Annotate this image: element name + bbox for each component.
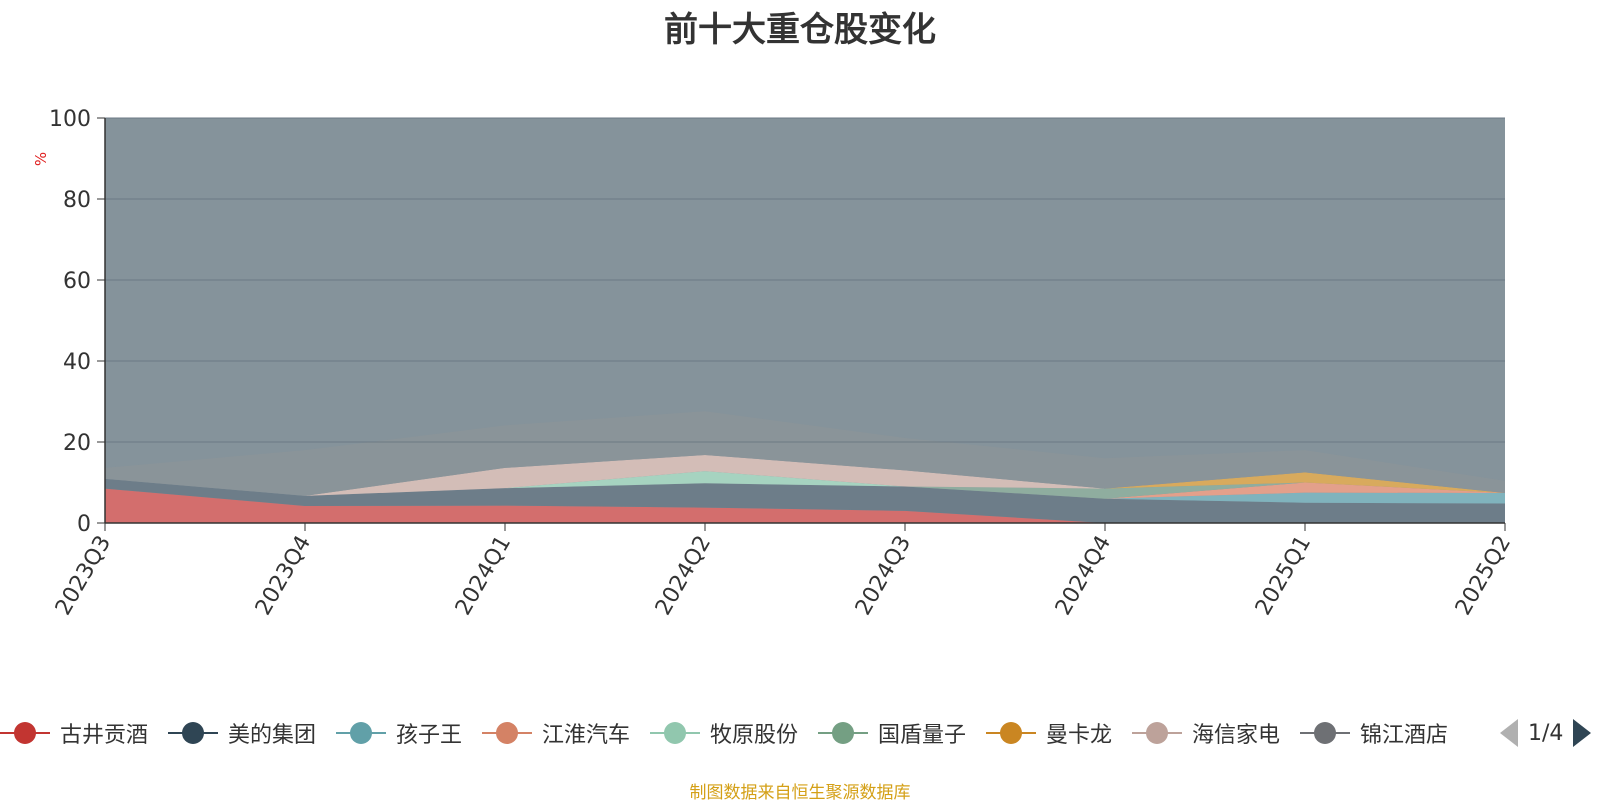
area-series-5 [105,471,1505,499]
x-tick-label: 2024Q1 [451,532,516,620]
area-series-1 [105,478,1505,523]
y-tick-label: 0 [77,512,91,537]
area-series-4 [105,471,1505,499]
legend-marker-icon [336,716,386,750]
x-tick-label: 2024Q2 [651,532,716,620]
x-tick-label: 2023Q3 [51,532,116,620]
legend-page-indicator: 1/4 [1528,720,1564,746]
legend-marker-icon [650,716,700,750]
area-series-2 [105,478,1505,504]
legend-marker-icon [168,716,218,750]
legend-item[interactable]: 海信家电 [1132,716,1280,750]
legend: 古井贡酒 美的集团 孩子王 江淮汽车 牧原股份 国盾量子 曼卡龙 海信家电 锦江酒店 [0,716,1600,750]
chart-title: 前十大重仓股变化 [664,10,936,50]
x-tick-label: 2023Q4 [251,532,316,620]
y-tick-label: 100 [49,107,91,132]
y-tick-label: 80 [63,188,91,213]
legend-next-arrow-icon[interactable] [1573,719,1592,747]
legend-item[interactable]: 牧原股份 [650,716,798,750]
legend-prev-arrow-icon[interactable] [1500,719,1518,747]
legend-marker-icon [1132,716,1182,750]
legend-item[interactable]: 锦江酒店 [1300,716,1448,750]
legend-item[interactable]: 美的集团 [168,716,316,750]
legend-label: 锦江酒店 [1360,723,1449,748]
legend-item[interactable]: 古井贡酒 [0,716,148,750]
x-tick-label: 2025Q2 [1451,532,1516,620]
legend-item[interactable]: 孩子王 [336,716,462,750]
x-tick-label: 2024Q4 [1051,532,1116,620]
area-series-6 [105,471,1505,496]
y-tick-label: 20 [63,431,91,456]
legend-label: 海信家电 [1192,723,1281,748]
y-tick-label: 40 [63,350,91,375]
legend-item[interactable]: 国盾量子 [818,716,966,750]
y-tick-label: 60 [63,269,91,294]
legend-label: 江淮汽车 [542,723,631,748]
legend-marker-icon [1300,716,1350,750]
legend-items: 古井贡酒 美的集团 孩子王 江淮汽车 牧原股份 国盾量子 曼卡龙 海信家电 锦江酒店 [0,716,1480,750]
legend-label: 古井贡酒 [60,723,149,748]
legend-marker-icon [482,716,532,750]
legend-marker-icon [0,716,50,750]
x-tick-label: 2025Q1 [1251,532,1316,620]
legend-marker-icon [986,716,1036,750]
legend-label: 牧原股份 [710,723,799,748]
area-series-8 [105,411,1505,496]
source-note: 制图数据来自恒生聚源数据库 [689,783,911,803]
legend-item[interactable]: 江淮汽车 [482,716,630,750]
legend-label: 国盾量子 [878,723,967,748]
legend-label: 曼卡龙 [1046,723,1113,748]
x-tick-label: 2024Q3 [851,532,916,620]
legend-marker-icon [818,716,868,750]
area-series-7 [105,454,1505,496]
area-series-0 [105,488,1505,523]
legend-label: 孩子王 [396,723,463,748]
legend-pager: 1/4 [1500,716,1592,750]
legend-label: 美的集团 [228,723,317,748]
legend-item[interactable]: 曼卡龙 [986,716,1112,750]
